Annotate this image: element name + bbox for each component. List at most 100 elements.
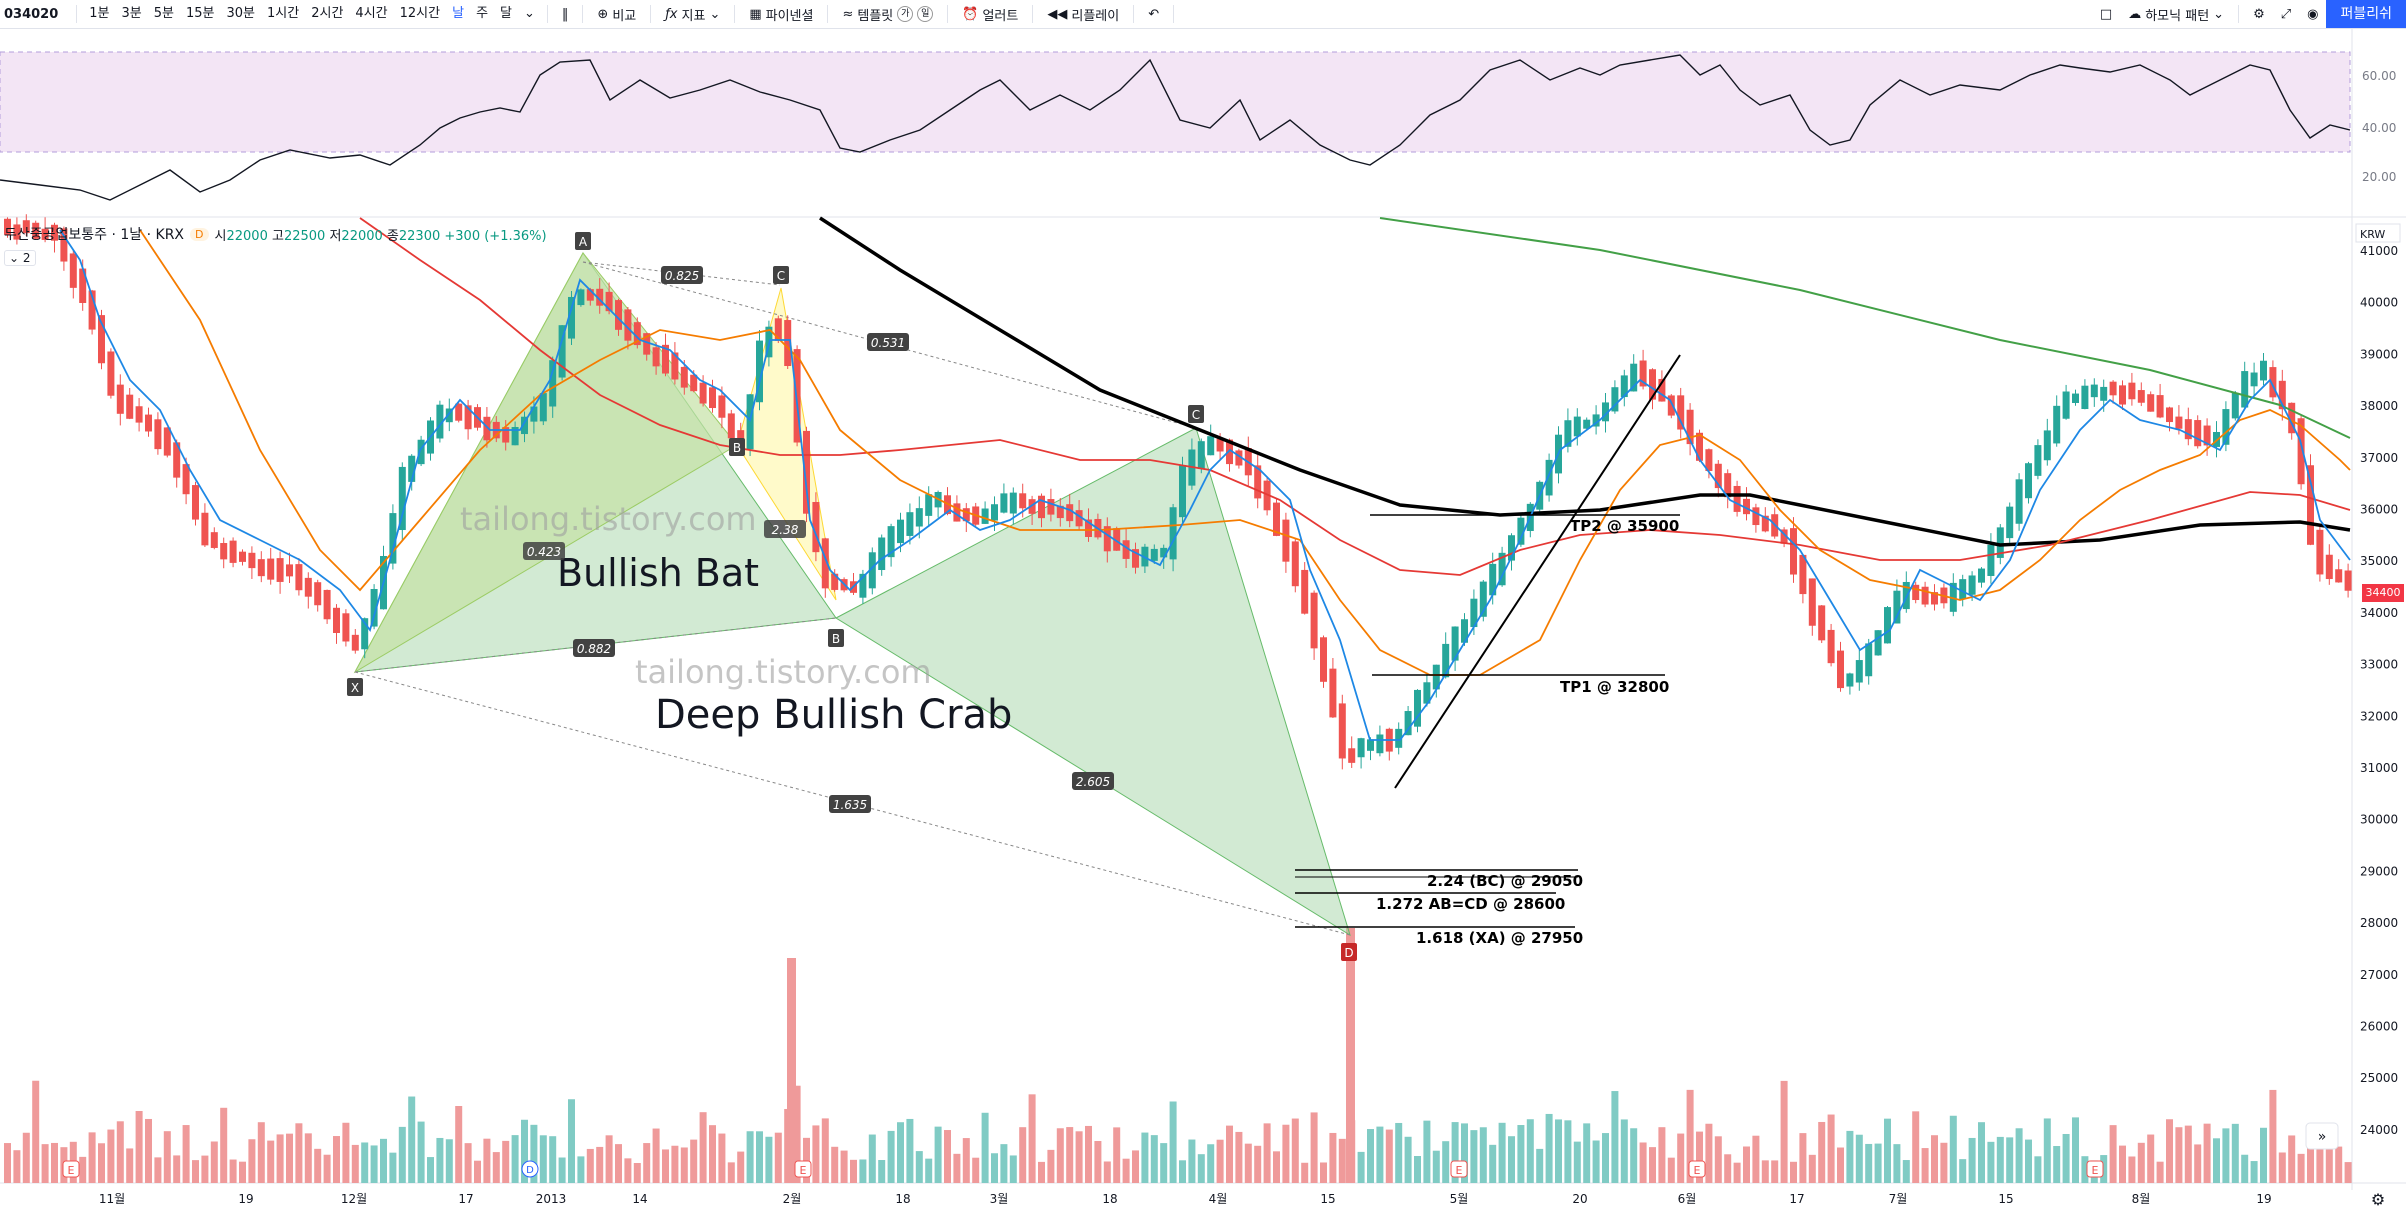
price-axis-label: 41000 xyxy=(2360,244,2398,258)
candle-body xyxy=(276,558,284,582)
earnings-marker[interactable] xyxy=(794,1160,812,1178)
candle-body xyxy=(286,564,293,577)
interval-day[interactable]: 날 xyxy=(452,6,465,21)
candle-body xyxy=(1132,549,1139,568)
interval-month[interactable]: 달 xyxy=(500,6,512,21)
volume-bar xyxy=(1949,1115,1957,1183)
volume-bar xyxy=(972,1157,980,1183)
candle-body xyxy=(267,558,275,580)
symbol-search[interactable]: 034020 xyxy=(4,6,59,22)
currency-label[interactable]: KRW xyxy=(2360,228,2385,241)
volume-bar xyxy=(511,1135,519,1183)
candle-body xyxy=(398,466,406,531)
volume-bar xyxy=(342,1122,350,1183)
interval-week[interactable]: 주 xyxy=(476,6,489,21)
candle-body xyxy=(2194,420,2202,447)
price-axis[interactable]: 41000 40000 39000 38000 37000 36000 35000 34000… xyxy=(2360,244,2398,1137)
layout-button[interactable]: □ xyxy=(2092,0,2120,28)
candle-body xyxy=(981,508,989,524)
candle-body xyxy=(1216,438,1224,452)
volume-bar xyxy=(2043,1118,2051,1183)
alert-button[interactable]: ⏰ 얼러트 xyxy=(962,6,1019,24)
plus-circle-icon: ⊕ xyxy=(597,6,609,22)
volume-bar xyxy=(98,1143,105,1183)
chart-type-button[interactable]: ‖ xyxy=(554,0,577,28)
volume-bar xyxy=(944,1130,951,1183)
earnings-marker[interactable] xyxy=(1450,1160,1468,1178)
interval-4h[interactable]: 4시간 xyxy=(355,6,388,21)
currency-box[interactable] xyxy=(2355,223,2401,243)
ratio-box xyxy=(764,520,806,538)
candle-body xyxy=(1470,598,1478,628)
time-axis-label: 8월 xyxy=(2132,1192,2151,1206)
publish-button[interactable]: 퍼블리쉬 xyxy=(2326,0,2406,28)
point-b: B xyxy=(733,441,741,455)
indicators-button[interactable]: ƒx 지표 ⌄ xyxy=(665,6,721,24)
interval-5m[interactable]: 5분 xyxy=(153,6,174,21)
settings-button[interactable]: ⚙ xyxy=(2245,0,2273,28)
candle-body xyxy=(370,588,378,627)
snapshot-button[interactable]: ◉ xyxy=(2299,0,2326,28)
series-name[interactable]: 두산중공업보통주 · 1날 · KRX xyxy=(4,227,185,243)
volume-bar xyxy=(1338,1138,1346,1183)
replay-button[interactable]: ◀◀ 리플레이 xyxy=(1047,6,1120,24)
interval-30m[interactable]: 30분 xyxy=(226,6,256,21)
volume-bar xyxy=(220,1107,228,1183)
gear-icon[interactable]: ⚙ xyxy=(2371,1190,2385,1209)
template-icon-ga[interactable]: 가 xyxy=(897,6,914,22)
chevron-down-icon[interactable]: ⌄ xyxy=(524,6,535,21)
interval-15m[interactable]: 15분 xyxy=(185,6,215,21)
volume-bar xyxy=(41,1144,49,1183)
time-axis[interactable]: 11월 19 12월 17 2013 14 2월 18 3월 18 4월 15 5월 20 6월 17 7월 15… xyxy=(99,1192,2272,1206)
volume-bar xyxy=(1912,1111,1920,1183)
candle-body xyxy=(1479,581,1487,617)
candle-body xyxy=(304,577,312,597)
scroll-button-box[interactable] xyxy=(2305,1122,2339,1150)
volume-bar xyxy=(1752,1135,1760,1183)
indicators-collapse-button[interactable]: ⌄ 2 xyxy=(4,250,36,266)
compare-button[interactable]: ⊕ 비교 xyxy=(597,6,637,24)
candle-body xyxy=(1085,519,1092,537)
pine-editor-button[interactable]: ▦ 파이넨셜 xyxy=(749,6,814,24)
point-b2: B xyxy=(832,632,840,646)
candle-body xyxy=(1743,498,1750,515)
volume-bar xyxy=(2184,1125,2192,1183)
candle-body xyxy=(1978,568,1985,583)
templates-button[interactable]: ≈ 템플릿 가 일 xyxy=(834,0,941,28)
interval-3m[interactable]: 3분 xyxy=(121,6,142,21)
interval-1m[interactable]: 1분 xyxy=(89,6,110,21)
volume-bar xyxy=(1733,1162,1741,1183)
volume-bar xyxy=(1385,1129,1393,1183)
volume-bar xyxy=(1310,1112,1318,1183)
candle-body xyxy=(2025,463,2032,499)
pattern-label-crab: Deep Bullish Crab xyxy=(655,692,1012,738)
template-icon-il[interactable]: 일 xyxy=(917,6,934,22)
interval-1h[interactable]: 1시간 xyxy=(267,6,300,21)
candle-body xyxy=(1320,637,1327,682)
candle-body xyxy=(643,333,651,355)
volume-bar xyxy=(314,1148,322,1183)
earnings-marker[interactable] xyxy=(1688,1160,1706,1178)
trend-line[interactable] xyxy=(1394,354,1681,789)
candle-body xyxy=(1075,510,1083,527)
earnings-marker[interactable] xyxy=(2086,1160,2104,1178)
interval-12h[interactable]: 12시간 xyxy=(399,6,441,21)
pattern-button[interactable]: ☁ 하모닉 패턴 ⌄ xyxy=(2128,6,2225,24)
dividend-marker[interactable] xyxy=(521,1160,539,1178)
volume-bar xyxy=(1855,1134,1863,1183)
scroll-to-realtime-button[interactable]: » xyxy=(2305,1122,2339,1150)
earnings-marker[interactable] xyxy=(62,1160,80,1178)
volume-bar xyxy=(483,1138,491,1183)
undo-button[interactable]: ↶ xyxy=(1140,0,1167,28)
volume-bar xyxy=(1489,1144,1497,1183)
candle-body xyxy=(1395,728,1403,748)
candle-body xyxy=(1301,569,1309,614)
fullscreen-button[interactable]: ⤢ xyxy=(2273,0,2299,28)
volume-bar xyxy=(455,1106,463,1183)
volume-bar xyxy=(2316,1146,2324,1183)
interval-2h[interactable]: 2시간 xyxy=(311,6,344,21)
currency-selector[interactable]: KRW xyxy=(2355,223,2401,243)
volume-bar xyxy=(1414,1156,1421,1183)
ratio-box xyxy=(867,333,909,351)
